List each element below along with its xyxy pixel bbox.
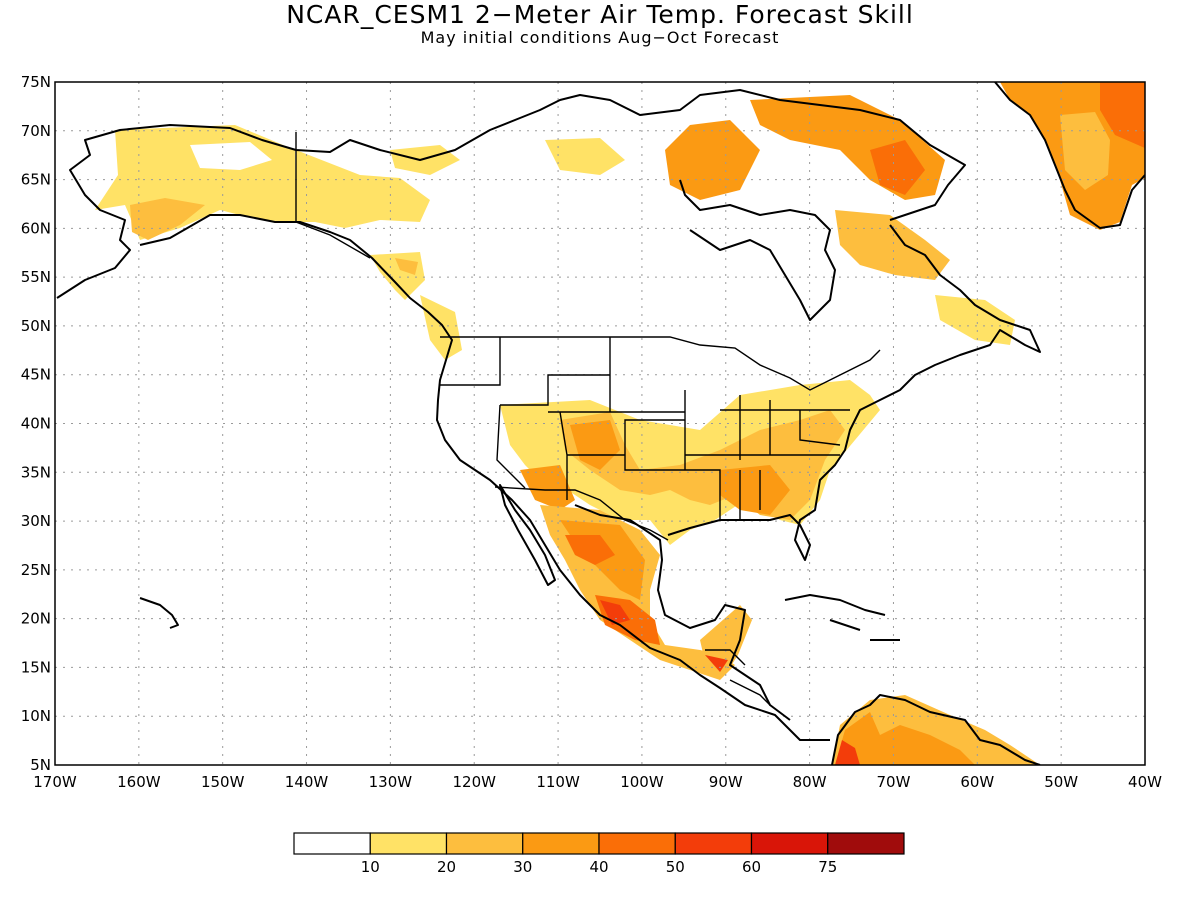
colorbar-label: 20 (437, 858, 456, 876)
shade-arctic-2 (545, 138, 625, 175)
colorbar-swatch (674, 832, 753, 855)
lat-tick-label: 75N (21, 73, 51, 91)
shade-greenland-high (1100, 82, 1145, 148)
border-alaska-canada (295, 132, 371, 259)
lon-tick-label: 100W (620, 773, 664, 791)
colorbar: 10 20 30 40 50 60 75 (293, 832, 905, 876)
lon-tick-label: 150W (201, 773, 245, 791)
colorbar-label: 50 (666, 858, 685, 876)
shade-southeast (720, 465, 790, 515)
shade-yukon (296, 150, 430, 228)
colorbar-label: 10 (361, 858, 380, 876)
coast-west (139, 214, 830, 741)
lat-lon-grid (55, 82, 1145, 765)
lon-tick-label: 80W (793, 773, 827, 791)
skill-shading (95, 82, 1145, 765)
coast-hudson (679, 179, 836, 321)
lat-tick-label: 25N (21, 561, 51, 579)
shade-baffin-hi (870, 140, 925, 195)
lon-tick-label: 50W (1044, 773, 1078, 791)
lat-tick-label: 10N (21, 707, 51, 725)
lat-tick-label: 45N (21, 366, 51, 384)
lon-tick-label: 120W (452, 773, 496, 791)
coast-caribbean (784, 594, 900, 641)
shade-samerica-red (835, 740, 860, 765)
colorbar-swatch (598, 832, 676, 855)
shade-usa-core (570, 420, 620, 470)
border-centam (705, 649, 771, 706)
lon-tick-label: 40W (1128, 773, 1162, 791)
latitude-labels: 75N 70N 65N 60N 55N 50N 45N 40N 35N 30N 25N 20N 15N 1… (21, 73, 51, 774)
lat-tick-label: 50N (21, 317, 51, 335)
coastlines (56, 82, 1145, 765)
colorbar-swatch (369, 832, 448, 855)
colorbar-label: 75 (818, 858, 837, 876)
coast-hawaii (139, 597, 179, 629)
shade-newfoundland (935, 295, 1015, 345)
lat-tick-label: 70N (21, 122, 51, 140)
shade-arctic-1 (390, 145, 460, 175)
lat-tick-label: 40N (21, 415, 51, 433)
map-subtitle: May initial conditions Aug−Oct Forecast (420, 28, 780, 47)
border-us-canada (440, 336, 881, 391)
coast-samerica (831, 694, 1041, 765)
colorbar-label: 40 (589, 858, 608, 876)
lon-tick-label: 60W (960, 773, 994, 791)
shade-samerica-mid (835, 712, 975, 765)
political-borders (295, 132, 881, 706)
shade-mexico-hi (565, 535, 615, 565)
lon-tick-label: 170W (33, 773, 77, 791)
colorbar-swatch (293, 832, 371, 855)
lat-tick-label: 60N (21, 219, 51, 237)
lat-tick-label: 15N (21, 658, 51, 676)
colorbar-swatch (522, 832, 600, 855)
lat-tick-label: 30N (21, 512, 51, 530)
shade-hudson-north (665, 120, 760, 200)
lat-tick-label: 35N (21, 463, 51, 481)
lon-tick-label: 70W (877, 773, 911, 791)
border-states (440, 337, 850, 520)
lon-tick-label: 130W (369, 773, 413, 791)
lon-tick-label: 160W (117, 773, 161, 791)
lat-tick-label: 65N (21, 171, 51, 189)
plot-frame (54, 81, 1146, 766)
border-us-mexico (494, 486, 669, 541)
lon-tick-label: 90W (709, 773, 743, 791)
lon-tick-label: 140W (285, 773, 329, 791)
coast-gulf (574, 224, 1041, 721)
shade-washington (420, 295, 462, 360)
shade-centam-red (705, 655, 728, 672)
colorbar-swatch (445, 832, 524, 855)
shade-alaska-south (130, 198, 205, 240)
colorbar-swatch (827, 832, 905, 855)
coast-baja (499, 484, 556, 586)
shade-baffin (750, 95, 945, 200)
shade-coast-bc-2 (395, 258, 418, 275)
coast-greenland (994, 82, 1145, 229)
shade-labrador (835, 210, 950, 280)
shade-mexico-red (600, 600, 630, 625)
shade-greenland-low (1060, 112, 1110, 190)
map-title: NCAR_CESM1 2−Meter Air Temp. Forecast Sk… (286, 0, 914, 29)
lat-tick-label: 20N (21, 610, 51, 628)
shade-alaska-white (190, 142, 272, 170)
longitude-labels: 170W 160W 150W 140W 130W 120W 110W 100W 90W 80W 70… (33, 773, 1162, 791)
colorbar-label: 30 (513, 858, 532, 876)
lon-tick-label: 110W (536, 773, 580, 791)
colorbar-label: 60 (742, 858, 761, 876)
lat-tick-label: 5N (30, 756, 51, 774)
shade-az (520, 465, 575, 510)
coast-alaska (56, 89, 966, 299)
colorbar-swatch (750, 832, 829, 855)
lat-tick-label: 55N (21, 268, 51, 286)
